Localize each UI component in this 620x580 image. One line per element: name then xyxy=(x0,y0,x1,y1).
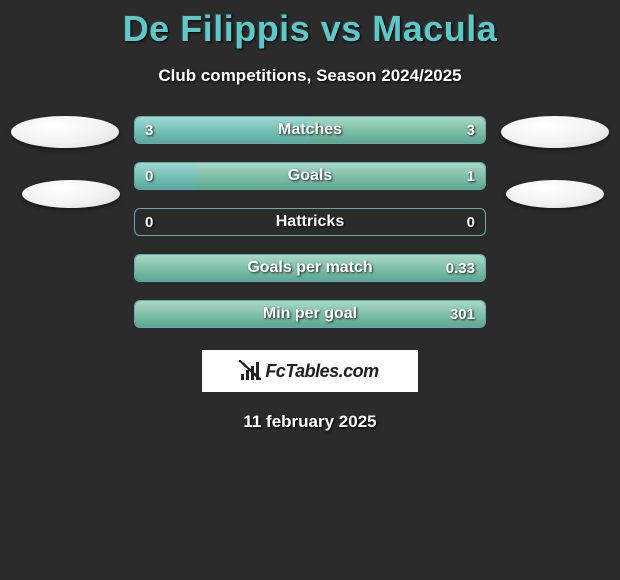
logo-text: FcTables.com xyxy=(265,361,378,382)
stat-bar: 01Goals xyxy=(134,162,486,190)
comparison-row: 33Matches 01Goals 0 0Hattricks 0.33Goals per… xyxy=(0,116,620,328)
bar-fill-right xyxy=(135,255,485,281)
stat-label: Hattricks xyxy=(135,209,485,235)
bar-fill-right xyxy=(135,301,485,327)
comparison-widget: De Filippis vs Macula Club competitions,… xyxy=(0,0,620,432)
avatar-placeholder xyxy=(501,116,609,148)
stat-bar: 0.33Goals per match xyxy=(134,254,486,282)
bar-fill-right xyxy=(198,163,485,189)
bar-fill-right xyxy=(310,117,485,143)
avatar-placeholder xyxy=(506,180,604,208)
stat-bar: 33Matches xyxy=(134,116,486,144)
stat-bar: 0 0Hattricks xyxy=(134,208,486,236)
avatar-placeholder xyxy=(11,116,119,148)
bar-fill-left xyxy=(135,163,198,189)
page-title: De Filippis vs Macula xyxy=(0,8,620,50)
date-label: 11 february 2025 xyxy=(0,412,620,432)
player-right-avatars xyxy=(496,116,614,208)
stat-value-left: 0 xyxy=(145,209,153,235)
logo-chart-icon xyxy=(241,362,259,380)
stat-bars: 33Matches 01Goals 0 0Hattricks 0.33Goals per… xyxy=(124,116,496,328)
player-left-avatars xyxy=(6,116,124,208)
avatar-placeholder xyxy=(22,180,120,208)
stat-bar: 301Min per goal xyxy=(134,300,486,328)
bar-fill-left xyxy=(135,117,310,143)
stat-value-right: 0 xyxy=(467,209,475,235)
fctables-link[interactable]: FcTables.com xyxy=(202,350,418,392)
subtitle: Club competitions, Season 2024/2025 xyxy=(0,66,620,86)
